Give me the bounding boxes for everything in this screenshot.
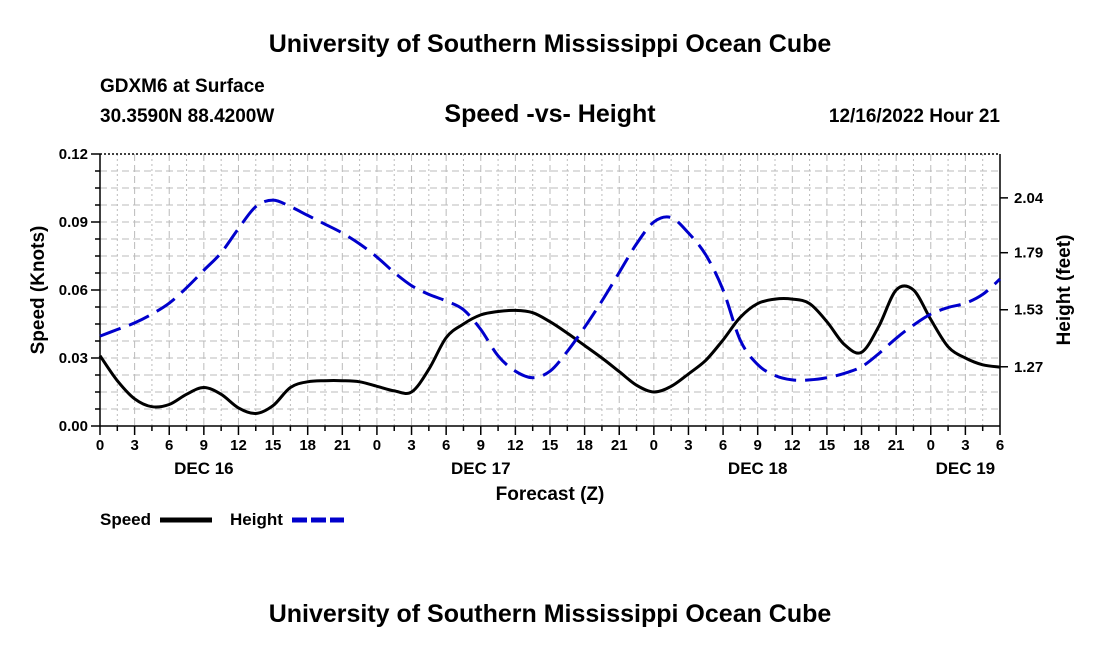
x-tick-label: 3 bbox=[407, 437, 415, 454]
y2-tick-label: 1.27 bbox=[1014, 359, 1043, 376]
x-tick-label: 9 bbox=[477, 437, 485, 454]
x-tick-label: 0 bbox=[373, 437, 381, 454]
date-label: DEC 18 bbox=[728, 459, 788, 478]
x-tick-label: 9 bbox=[754, 437, 762, 454]
x-tick-label: 21 bbox=[334, 437, 351, 454]
page-title: University of Southern Mississippi Ocean… bbox=[268, 30, 832, 58]
chart-title: Speed -vs- Height bbox=[444, 100, 656, 128]
legend-speed-label: Speed bbox=[100, 510, 151, 529]
x-tick-label: 12 bbox=[784, 437, 801, 454]
legend-height-label: Height bbox=[230, 510, 283, 529]
x-tick-label: 18 bbox=[576, 437, 593, 454]
station-label: GDXM6 at Surface bbox=[100, 76, 265, 97]
y-tick-label: 0.06 bbox=[59, 282, 88, 299]
x-axis-label: Forecast (Z) bbox=[496, 484, 605, 505]
x-tick-label: 3 bbox=[130, 437, 138, 454]
x-tick-label: 21 bbox=[888, 437, 905, 454]
x-tick-label: 6 bbox=[442, 437, 450, 454]
x-tick-label: 9 bbox=[200, 437, 208, 454]
x-tick-label: 15 bbox=[819, 437, 836, 454]
y2-axis-label: Height (feet) bbox=[1054, 235, 1075, 346]
series-line-height bbox=[99, 198, 1002, 382]
x-tick-label: 3 bbox=[684, 437, 692, 454]
x-tick-label: 0 bbox=[96, 437, 104, 454]
chart: 0.00 0.03 0.06 0.09 0.12 1.27 1.53 1.79 2.04 0 3 6 9… bbox=[28, 146, 1075, 529]
date-label: DEC 19 bbox=[936, 459, 996, 478]
x-tick-label: 3 bbox=[961, 437, 969, 454]
y-axis-label: Speed (Knots) bbox=[28, 226, 49, 355]
series-line-speed bbox=[98, 284, 1001, 416]
x-tick-label: 18 bbox=[853, 437, 870, 454]
y2-tick-label: 1.79 bbox=[1014, 245, 1043, 262]
x-tick-label: 18 bbox=[299, 437, 316, 454]
x-tick-label: 21 bbox=[611, 437, 628, 454]
footer-title: University of Southern Mississippi Ocean… bbox=[268, 600, 832, 628]
date-label: DEC 16 bbox=[174, 459, 234, 478]
y2-tick-label: 2.04 bbox=[1014, 190, 1044, 207]
x-tick-label: 6 bbox=[719, 437, 727, 454]
y-tick-label: 0.03 bbox=[59, 350, 88, 367]
x-tick-label: 0 bbox=[650, 437, 658, 454]
y2-tick-label: 1.53 bbox=[1014, 302, 1043, 319]
x-tick-label: 15 bbox=[542, 437, 559, 454]
x-tick-label: 6 bbox=[996, 437, 1004, 454]
x-tick-label: 12 bbox=[507, 437, 524, 454]
y-tick-label: 0.00 bbox=[59, 418, 88, 435]
x-tick-label: 0 bbox=[927, 437, 935, 454]
datetime-label: 12/16/2022 Hour 21 bbox=[828, 106, 1000, 127]
x-tick-label: 6 bbox=[165, 437, 173, 454]
date-label: DEC 17 bbox=[451, 459, 511, 478]
y-tick-label: 0.12 bbox=[59, 146, 88, 163]
coordinates-label: 30.3590N 88.4200W bbox=[100, 106, 275, 127]
y-tick-label: 0.09 bbox=[59, 214, 88, 231]
x-tick-label: 12 bbox=[230, 437, 247, 454]
x-tick-label: 15 bbox=[265, 437, 282, 454]
